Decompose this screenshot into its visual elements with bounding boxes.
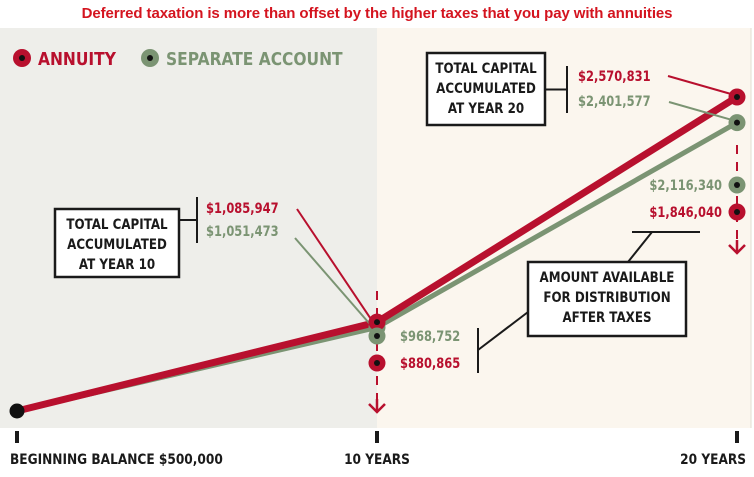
callout-year20-line-2: AT YEAR 20	[448, 101, 524, 117]
data-points	[9, 88, 746, 419]
connector-separate-20	[668, 101, 732, 121]
callout-year10-line-2: AT YEAR 10	[79, 257, 155, 273]
callout-year10-line-0: TOTAL CAPITAL	[66, 217, 168, 233]
legend-label-0: ANNUITY	[38, 48, 117, 69]
point-annuity-20-dot	[734, 94, 740, 100]
connector-annuity-10	[296, 208, 372, 320]
x-tick-label-1: 10 YEARS	[344, 452, 410, 468]
x-axis: BEGINNING BALANCE $500,000 10 YEARS 20 YEA…	[10, 431, 746, 468]
legend-marker-dot-0	[19, 55, 25, 61]
callout-after-tax-line-2: AFTER TAXES	[562, 310, 651, 326]
after-tax-separate-20-dot	[734, 182, 740, 188]
point-separate-20-dot	[734, 119, 740, 126]
label-separate-20: $2,401,577	[578, 94, 651, 110]
drop-20-arrowhead	[728, 244, 746, 255]
label-annuity-10: $1,085,947	[206, 201, 279, 217]
callout-year20-box	[425, 51, 547, 127]
callout-year20-line-1: ACCUMULATED	[436, 81, 536, 97]
connector-separate-10	[294, 237, 372, 327]
label-connectors	[294, 75, 732, 327]
point-annuity-10-dot	[374, 319, 380, 326]
label-after-tax-annuity-10: $880,865	[400, 356, 460, 372]
callout-after-tax-line-0: AMOUNT AVAILABLE	[540, 270, 675, 286]
x-tick-label-0: BEGINNING BALANCE $500,000	[10, 452, 223, 468]
callouts: TOTAL CAPITAL ACCUMULATED AT YEAR 10 TOTAL …	[53, 51, 700, 373]
start-point	[9, 403, 25, 419]
connector-annuity-20	[667, 75, 732, 95]
label-after-tax-separate-10: $968,752	[400, 329, 460, 345]
connector-after-tax-20	[627, 231, 653, 263]
callout-year20-line-0: TOTAL CAPITAL	[435, 61, 537, 77]
callout-year10-box	[53, 207, 181, 279]
legend-marker-dot-1	[147, 55, 153, 61]
connector-after-tax-10	[477, 311, 529, 351]
label-after-tax-annuity-20: $1,846,040	[649, 205, 722, 221]
x-tick-1	[375, 431, 379, 443]
after-tax-annuity-10-dot	[374, 360, 380, 366]
after-tax-separate-10-dot	[374, 333, 380, 339]
x-tick-label-2: 20 YEARS	[680, 452, 746, 468]
callout-after-tax-line-1: FOR DISTRIBUTION	[543, 290, 670, 306]
x-tick-0	[15, 431, 19, 443]
callout-year10-line-1: ACCUMULATED	[67, 237, 167, 253]
data-labels: $1,085,947 $1,051,473 $2,570,831 $2,401,577…	[206, 69, 722, 372]
label-separate-10: $1,051,473	[206, 224, 279, 240]
label-annuity-20: $2,570,831	[578, 69, 651, 85]
legend: ANNUITY SEPARATE ACCOUNT	[13, 48, 343, 69]
callout-after-tax-box	[526, 260, 688, 338]
drop-10-arrowhead	[368, 403, 386, 414]
chart-title: Deferred taxation is more than offset by…	[81, 5, 673, 22]
x-tick-2	[735, 431, 739, 443]
legend-label-1: SEPARATE ACCOUNT	[166, 48, 343, 69]
after-tax-annuity-20-dot	[734, 209, 740, 215]
label-after-tax-separate-20: $2,116,340	[649, 178, 722, 194]
